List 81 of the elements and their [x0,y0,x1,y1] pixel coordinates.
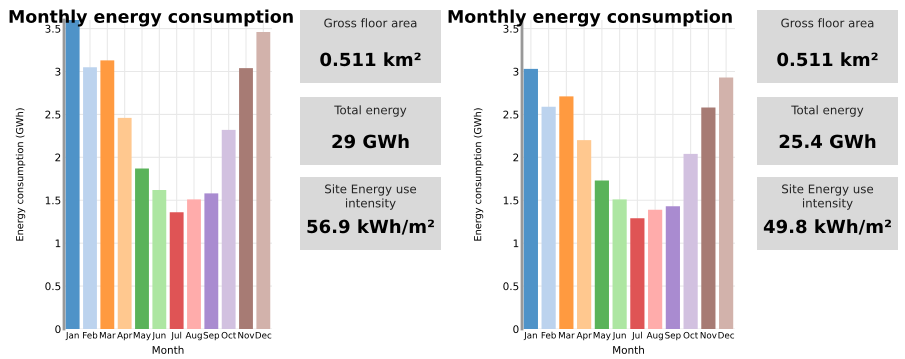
y-tick-label: 2 [55,154,60,162]
text: Total energy [791,105,864,117]
bar [612,199,627,329]
x-tick-label: Aug [186,332,202,340]
text: Site Energy use intensity [325,184,416,210]
x-axis-title: Month [152,346,184,354]
bar [577,140,592,329]
x-axis-title: Month [613,346,644,354]
bar [100,60,114,329]
bar [648,210,662,329]
x-tick-label: Jul [632,332,642,340]
x-tick-label: Jul [170,332,182,340]
bar [524,68,538,329]
text: 0.511 km² [777,52,878,66]
bar [83,67,97,329]
y-tick-label: 1.5 [46,196,60,204]
y-axis-title: Energy consumption (GWh) [16,108,26,241]
bar [684,154,698,329]
x-tick-label: Mar [558,332,575,339]
text: Site Energy use intensity [782,184,874,210]
x-tick-label: Nov [238,332,254,339]
x-tick-label: Apr [117,332,132,340]
bar [204,193,218,329]
y-tick-label: 2.5 [503,110,518,119]
x-tick-label: Sep [665,332,681,340]
x-tick-label: Jun [612,332,626,340]
text: Gross floor area [781,18,874,28]
bar [256,32,270,329]
text: 56.9 kWh/m² [307,219,434,235]
bar [559,96,574,329]
y-tick-label: 3.5 [503,24,518,33]
y-tick-label: 1 [56,240,60,248]
x-tick-label: Jan [524,332,537,340]
y-tick-label: 1.5 [504,196,518,204]
text: 49.8 kWh/m² [764,219,891,235]
y-tick-label: 0.5 [45,282,60,290]
y-tick-label: 0 [55,325,61,334]
x-tick-label: Feb [542,332,556,339]
y-tick-label: 1 [514,240,518,248]
bar [187,199,201,329]
text: Gross floor area [324,18,416,28]
bar [630,218,644,329]
y-tick-label: 2 [513,154,518,162]
text: 29 GWh [332,134,409,148]
x-tick-label: Apr [576,332,592,340]
bar [118,118,132,329]
bar [239,68,253,329]
x-tick-label: May [134,332,151,340]
bar [666,206,680,329]
text: Total energy [334,105,406,117]
x-tick-label: May [594,332,611,340]
x-tick-label: Aug [646,332,663,340]
chart-title: Monthly energy consumption [448,10,732,26]
bar [152,190,166,329]
y-tick-label: 0 [513,325,519,334]
bar [135,168,149,329]
chart-title: Monthly energy consumption [10,10,293,26]
x-tick-label: Jun [152,332,166,340]
bar [701,108,716,329]
x-tick-label: Oct [684,332,698,339]
x-tick-label: Mar [100,332,116,339]
text: 25.4 GWh [780,134,876,148]
y-tick-label: 0.5 [503,282,518,290]
x-tick-label: Sep [204,332,220,340]
x-tick-label: Jan [65,332,79,340]
x-tick-label: Dec [718,332,734,339]
y-tick-label: 3.5 [45,24,60,33]
y-tick-label: 3 [513,68,518,76]
bar [222,130,236,329]
bar [719,78,734,329]
bar [170,212,184,329]
x-tick-label: Nov [700,332,717,339]
bar [594,180,609,329]
y-tick-label: 3 [55,68,60,76]
x-tick-label: Feb [83,332,98,339]
x-tick-label: Dec [256,332,272,339]
y-axis-title: Energy consumption (GWh) [474,108,484,241]
bar [542,106,556,329]
y-tick-label: 2.5 [45,110,60,119]
x-tick-label: Oct [222,332,236,339]
text: 0.511 km² [320,52,421,66]
